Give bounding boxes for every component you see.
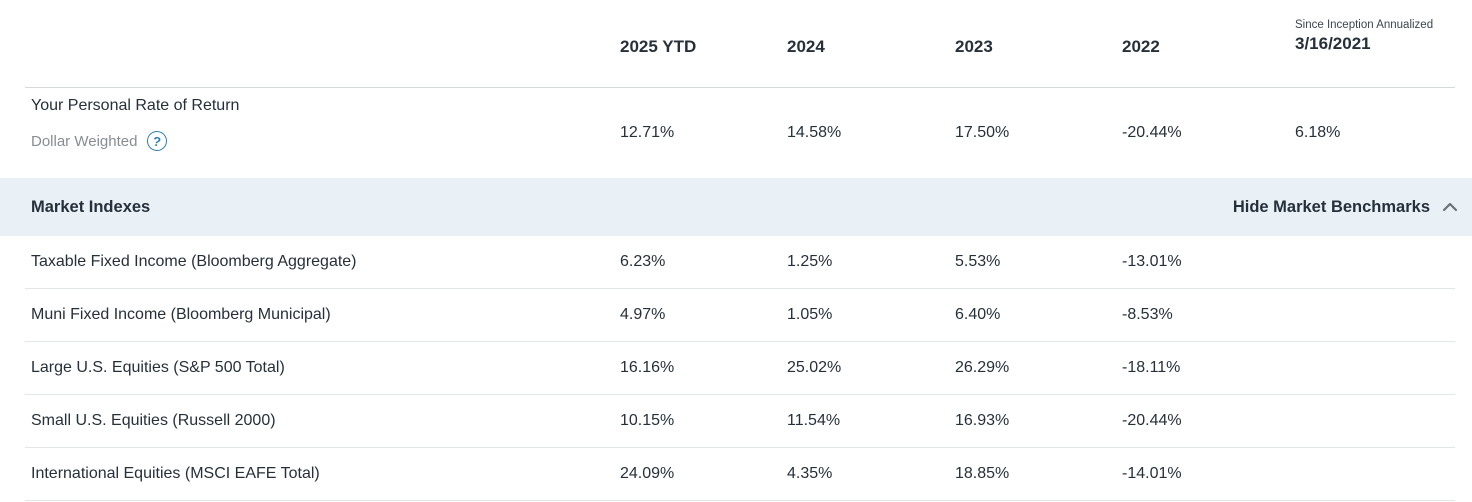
hide-market-benchmarks-label: Hide Market Benchmarks <box>1232 197 1430 216</box>
personal-return-title: Your Personal Rate of Return <box>31 97 240 114</box>
benchmark-value-2024: 1.25% <box>787 253 833 270</box>
benchmark-value-2023: 5.53% <box>955 253 1001 270</box>
personal-return-subtitle-row: Dollar Weighted ? <box>31 129 620 153</box>
since-inception-label: Since Inception Annualized <box>1295 19 1434 31</box>
table-header-row: 2025 YTD 2024 2023 2022 Since Inception … <box>25 0 1455 88</box>
benchmark-value-2024: 11.54% <box>787 412 841 429</box>
market-indexes-section-bar: Market Indexes Hide Market Benchmarks <box>0 178 1472 236</box>
personal-value-2024: 14.58% <box>787 124 842 141</box>
benchmark-label: International Equities (MSCI EAFE Total) <box>31 465 320 482</box>
personal-value-since-inception: 6.18% <box>1295 124 1341 141</box>
benchmark-row: Taxable Fixed Income (Bloomberg Aggregat… <box>25 236 1455 289</box>
personal-value-2023: 17.50% <box>955 124 1010 141</box>
benchmark-value-2023: 6.40% <box>955 306 1001 323</box>
column-header-2023: 2023 <box>955 36 993 56</box>
benchmark-row: Muni Fixed Income (Bloomberg Municipal) … <box>25 289 1455 342</box>
benchmark-value-2025-ytd: 4.97% <box>620 306 666 323</box>
benchmark-value-2022: -14.01% <box>1122 465 1182 482</box>
help-icon[interactable]: ? <box>146 129 169 153</box>
benchmark-value-2023: 16.93% <box>955 412 1010 429</box>
column-header-2022: 2022 <box>1122 36 1160 56</box>
personal-value-2022: -20.44% <box>1122 124 1182 141</box>
benchmark-value-2024: 1.05% <box>787 306 833 323</box>
personal-value-2025-ytd: 12.71% <box>620 124 675 141</box>
benchmark-value-2022: -13.01% <box>1122 253 1182 270</box>
dollar-weighted-label: Dollar Weighted <box>31 132 138 150</box>
column-header-2025-ytd: 2025 YTD <box>620 36 697 56</box>
benchmark-value-2025-ytd: 6.23% <box>620 253 666 270</box>
hide-market-benchmarks-toggle[interactable]: Hide Market Benchmarks <box>1233 198 1458 217</box>
benchmark-label: Taxable Fixed Income (Bloomberg Aggregat… <box>31 253 357 270</box>
column-header-2024: 2024 <box>787 36 825 56</box>
benchmark-row: Small U.S. Equities (Russell 2000) 10.15… <box>25 395 1455 448</box>
benchmark-label: Large U.S. Equities (S&P 500 Total) <box>31 359 285 376</box>
benchmark-label: Muni Fixed Income (Bloomberg Municipal) <box>31 306 331 323</box>
since-inception-date: 3/16/2021 <box>1295 34 1371 53</box>
benchmark-label: Small U.S. Equities (Russell 2000) <box>31 412 276 429</box>
personal-return-label-cell: Your Personal Rate of Return Dollar Weig… <box>25 88 620 153</box>
benchmark-value-2024: 4.35% <box>787 465 833 482</box>
benchmark-value-2025-ytd: 10.15% <box>620 412 675 429</box>
column-header-since-inception: Since Inception Annualized 3/16/2021 <box>1295 6 1455 54</box>
market-indexes-title: Market Indexes <box>31 197 151 216</box>
benchmark-value-2023: 26.29% <box>955 359 1010 376</box>
benchmark-value-2024: 25.02% <box>787 359 842 376</box>
chevron-up-icon <box>1442 202 1458 212</box>
benchmark-value-2025-ytd: 16.16% <box>620 359 675 376</box>
benchmark-row: International Equities (MSCI EAFE Total)… <box>25 448 1455 501</box>
benchmark-value-2022: -18.11% <box>1122 359 1181 376</box>
benchmark-value-2025-ytd: 24.09% <box>620 465 675 482</box>
benchmark-value-2022: -8.53% <box>1122 306 1173 323</box>
benchmark-value-2023: 18.85% <box>955 465 1010 482</box>
benchmark-value-2022: -20.44% <box>1122 412 1182 429</box>
benchmark-row: Large U.S. Equities (S&P 500 Total) 16.1… <box>25 342 1455 395</box>
personal-return-row: Your Personal Rate of Return Dollar Weig… <box>25 88 1455 178</box>
